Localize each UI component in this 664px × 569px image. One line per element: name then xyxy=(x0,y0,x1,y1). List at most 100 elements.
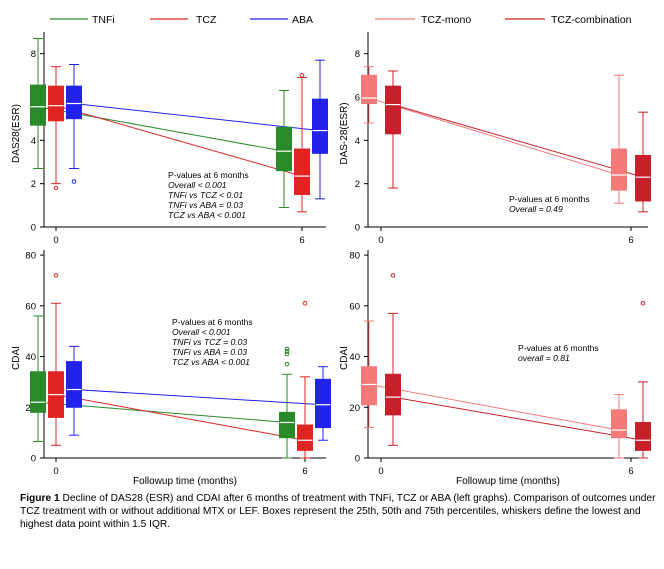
box xyxy=(279,411,295,439)
boxplot-tcz-m0 xyxy=(48,66,64,191)
x-tick-label: 6 xyxy=(302,466,307,477)
boxplot-tnfi-m6 xyxy=(276,90,292,208)
legend-label-tcz-combination: TCZ-combination xyxy=(551,14,632,26)
box xyxy=(361,366,377,406)
trend-line-tcz-mono xyxy=(368,97,620,176)
box xyxy=(611,148,627,191)
boxplot-tcz-combination-m6 xyxy=(635,300,651,459)
x-tick-label: 0 xyxy=(53,466,58,477)
x-tick-label: 0 xyxy=(378,466,383,477)
boxplot-aba-m0 xyxy=(66,64,82,184)
pvalue-line: TNFi vs ABA = 0.03 xyxy=(172,347,247,357)
pvalue-title: P-values at 6 months xyxy=(168,170,249,180)
x-axis-label: Followup time (months) xyxy=(133,476,237,487)
trend-line-aba xyxy=(73,103,321,132)
panel-das28-left: 0246806DAS28(ESR)P-values at 6 monthsOve… xyxy=(11,32,328,246)
y-tick-label: 2 xyxy=(355,179,360,190)
pvalue-line: overall = 0.81 xyxy=(518,353,570,363)
outlier-point xyxy=(284,346,290,352)
legend: TNFi TCZ ABA TCZ-mono TCZ-combination xyxy=(50,14,632,26)
outlier-point xyxy=(71,179,77,184)
box xyxy=(385,373,401,416)
pvalue-line: TCZ vs ABA < 0.001 xyxy=(172,357,250,367)
outlier-point xyxy=(284,351,290,357)
box xyxy=(611,409,627,439)
boxplot-tcz-m6 xyxy=(297,300,313,459)
y-tick-label: 8 xyxy=(355,49,360,60)
x-axis-label: Followup time (months) xyxy=(456,476,560,487)
legend-label-tcz-mono: TCZ-mono xyxy=(421,14,471,26)
pvalue-line: TCZ vs ABA < 0.001 xyxy=(168,210,246,220)
panel-cdai-right: 0 20 40 60 80 0 6 CDAI Followup time (months) P-v… xyxy=(339,250,651,487)
outlier-point xyxy=(284,361,290,367)
panels: 0246806DAS28(ESR)P-values at 6 monthsOve… xyxy=(11,32,651,487)
x-tick-label: 6 xyxy=(628,235,633,246)
pvalue-line: Overall = 0.49 xyxy=(509,204,563,214)
box xyxy=(385,85,401,135)
box xyxy=(315,378,331,429)
y-tick-label: 0 xyxy=(355,223,360,234)
y-tick-label: 40 xyxy=(25,352,36,363)
box xyxy=(312,98,328,154)
pvalue-line: Overall < 0.001 xyxy=(172,327,231,337)
outlier-point xyxy=(302,300,308,306)
y-tick-label: 20 xyxy=(349,403,360,414)
pvalue-line: TNFi vs TCZ < 0.01 xyxy=(168,190,243,200)
y-tick-label: 0 xyxy=(31,454,36,465)
box xyxy=(635,155,651,202)
y-tick-label: 2 xyxy=(31,179,36,190)
y-tick-label: 80 xyxy=(349,251,360,262)
boxplot-tcz-mono-m0 xyxy=(361,320,377,429)
y-tick-label: 6 xyxy=(355,93,360,104)
outlier-point xyxy=(390,273,396,278)
box xyxy=(48,85,64,122)
legend-label-tcz: TCZ xyxy=(196,14,217,26)
pvalue-title: P-values at 6 months xyxy=(518,343,599,353)
outlier-point xyxy=(299,73,305,78)
trend-line-tcz xyxy=(55,105,303,177)
y-tick-label: 60 xyxy=(349,301,360,312)
x-tick-label: 0 xyxy=(53,235,58,246)
y-axis-label: DAS28(ESR) xyxy=(11,104,22,163)
y-tick-label: 4 xyxy=(355,136,360,147)
box xyxy=(276,126,292,172)
y-tick-label: 80 xyxy=(25,251,36,262)
x-tick-label: 6 xyxy=(299,235,304,246)
y-tick-label: 8 xyxy=(31,49,36,60)
y-tick-label: 60 xyxy=(25,301,36,312)
boxplot-aba-m6 xyxy=(315,366,331,441)
box xyxy=(294,148,310,195)
boxplot-tcz-m6 xyxy=(294,73,310,213)
boxplot-tcz-combination-m6 xyxy=(635,111,651,213)
caption-text: Decline of DAS28 (ESR) and CDAI after 6 … xyxy=(20,493,656,530)
boxplot-tcz-mono-m6 xyxy=(611,394,627,459)
box xyxy=(635,421,651,451)
panel-das28-right: 0 2 4 6 8 0 6 DAS-28(ESR) P-values at 6 monthsOv… xyxy=(339,32,651,246)
boxplot-tcz-mono-m6 xyxy=(611,74,627,204)
outlier-point xyxy=(640,300,646,306)
box xyxy=(66,361,82,408)
y-axis-label: CDAI xyxy=(339,346,350,370)
box xyxy=(361,74,377,105)
y-axis-label: DAS-28(ESR) xyxy=(339,102,350,164)
x-tick-label: 6 xyxy=(628,466,633,477)
caption-label: Figure 1 xyxy=(20,493,60,504)
pvalue-line: TNFi vs TCZ = 0.03 xyxy=(172,337,247,347)
pvalue-line: Overall < 0.001 xyxy=(168,180,227,190)
figure-caption: Figure 1 Decline of DAS28 (ESR) and CDAI… xyxy=(20,492,660,531)
boxplot-tcz-combination-m0 xyxy=(385,273,401,446)
box xyxy=(66,85,82,120)
trend-line-tcz-combination xyxy=(392,104,644,178)
y-tick-label: 40 xyxy=(349,352,360,363)
pvalue-title: P-values at 6 months xyxy=(172,317,253,327)
trend-line-tcz-mono xyxy=(368,383,620,431)
boxplot-aba-m0 xyxy=(66,345,82,436)
box xyxy=(297,424,313,451)
boxplot-tcz-mono-m0 xyxy=(361,66,377,124)
